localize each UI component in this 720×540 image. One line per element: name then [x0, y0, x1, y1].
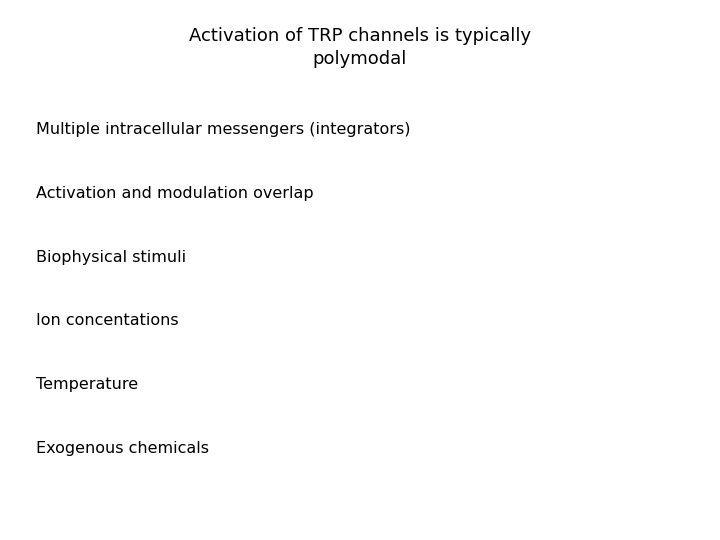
- Text: Temperature: Temperature: [36, 377, 138, 392]
- Text: Ion concentations: Ion concentations: [36, 313, 179, 328]
- Text: Exogenous chemicals: Exogenous chemicals: [36, 441, 209, 456]
- Text: Biophysical stimuli: Biophysical stimuli: [36, 249, 186, 265]
- Text: Activation of TRP channels is typically
polymodal: Activation of TRP channels is typically …: [189, 27, 531, 68]
- Text: Multiple intracellular messengers (integrators): Multiple intracellular messengers (integ…: [36, 122, 410, 137]
- Text: Activation and modulation overlap: Activation and modulation overlap: [36, 186, 314, 201]
